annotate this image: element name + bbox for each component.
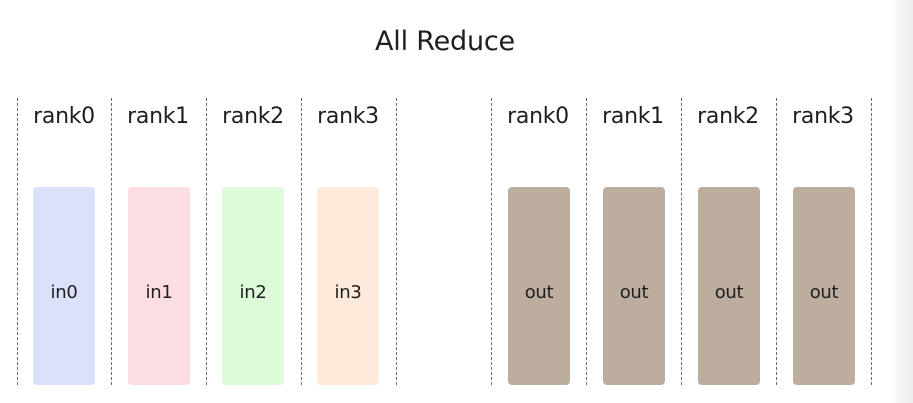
input-buffer-block: in3 <box>317 187 379 385</box>
input-rank-label: rank0 <box>33 104 95 129</box>
diagram-title: All Reduce <box>375 26 515 57</box>
output-divider-4 <box>871 98 872 385</box>
output-rank-label: rank0 <box>507 104 569 129</box>
buffer-label: out <box>619 281 649 303</box>
input-divider-0 <box>17 98 18 385</box>
input-buffer-block: in0 <box>33 187 95 385</box>
buffer-label: out <box>524 281 554 303</box>
right-edge-shadow <box>891 0 913 403</box>
output-buffer-block: out <box>508 187 570 385</box>
output-divider-2 <box>681 98 682 385</box>
output-rank-label: rank1 <box>602 104 664 129</box>
input-divider-1 <box>111 98 112 385</box>
input-buffer-block: in1 <box>128 187 190 385</box>
output-rank-label: rank2 <box>697 104 759 129</box>
output-buffer-block: out <box>603 187 665 385</box>
buffer-label: in1 <box>145 281 173 303</box>
input-rank-label: rank1 <box>127 104 189 129</box>
output-divider-0 <box>491 98 492 385</box>
buffer-label: in0 <box>50 281 78 303</box>
input-divider-2 <box>206 98 207 385</box>
buffer-label: in2 <box>239 281 267 303</box>
input-rank-label: rank3 <box>317 104 379 129</box>
output-buffer-block: out <box>698 187 760 385</box>
input-buffer-block: in2 <box>222 187 284 385</box>
buffer-label: in3 <box>334 281 362 303</box>
buffer-label: out <box>809 281 839 303</box>
input-divider-4 <box>396 98 397 385</box>
output-divider-3 <box>776 98 777 385</box>
output-divider-1 <box>586 98 587 385</box>
input-divider-3 <box>301 98 302 385</box>
output-rank-label: rank3 <box>792 104 854 129</box>
buffer-label: out <box>714 281 744 303</box>
output-buffer-block: out <box>793 187 855 385</box>
input-rank-label: rank2 <box>222 104 284 129</box>
